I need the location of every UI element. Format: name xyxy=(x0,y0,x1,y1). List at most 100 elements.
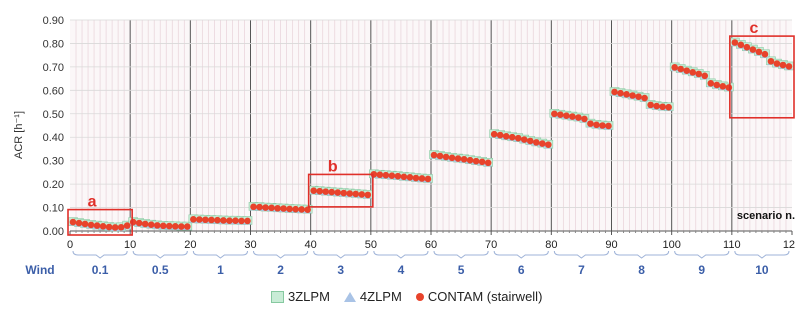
point-contam xyxy=(69,218,77,226)
point-contam xyxy=(280,205,287,212)
point-contam xyxy=(785,63,793,70)
point-contam xyxy=(250,203,257,211)
point-contam xyxy=(412,174,420,182)
point-contam xyxy=(394,172,402,180)
point-contam xyxy=(93,222,101,229)
point-contam xyxy=(713,81,721,89)
legend-label-4zlpm: 4ZLPM xyxy=(359,289,402,304)
point-contam xyxy=(147,221,155,228)
point-contam xyxy=(286,205,293,213)
point-contam xyxy=(767,57,775,65)
point-contam xyxy=(262,204,269,211)
point-contam xyxy=(623,91,630,98)
point-contam xyxy=(442,153,450,161)
x-tick-label: 10 xyxy=(124,239,136,251)
point-contam xyxy=(719,83,727,90)
annotation-box-c xyxy=(729,35,795,119)
wind-value-label: 3 xyxy=(337,263,344,277)
point-contam xyxy=(731,39,739,46)
point-contam xyxy=(448,154,456,162)
point-contam xyxy=(635,93,642,100)
point-contam xyxy=(406,174,414,181)
wind-value-label: 1 xyxy=(217,263,224,277)
point-contam xyxy=(430,151,438,159)
annotation-label-b: b xyxy=(328,158,338,175)
wind-bracket xyxy=(553,250,609,259)
point-contam xyxy=(292,205,299,213)
point-contam xyxy=(268,204,275,212)
point-contam xyxy=(159,222,167,230)
wind-label: Wind xyxy=(25,263,54,277)
legend: 3ZLPM 4ZLPM CONTAM (stairwell) xyxy=(271,289,542,304)
point-contam xyxy=(551,110,558,118)
wind-bracket xyxy=(192,250,248,259)
point-contam xyxy=(81,220,89,228)
grid-lines xyxy=(70,19,792,232)
point-contam xyxy=(629,92,636,99)
point-contam xyxy=(153,222,161,229)
point-contam xyxy=(599,122,606,129)
point-contam xyxy=(418,175,426,182)
point-contam xyxy=(605,122,612,130)
x-tick-label: 110 xyxy=(723,239,741,251)
point-contam xyxy=(611,88,618,96)
point-contam xyxy=(647,101,654,109)
point-contam xyxy=(496,131,504,139)
point-contam xyxy=(358,191,366,198)
wind-value-label: 9 xyxy=(698,263,705,277)
point-contam xyxy=(400,173,408,181)
annotation-label-c: c xyxy=(749,20,758,37)
point-contam xyxy=(220,217,227,224)
x-tick-label: 50 xyxy=(365,239,377,251)
point-contam xyxy=(569,113,576,120)
wind-bracket xyxy=(614,250,670,259)
point-contam xyxy=(725,84,733,91)
point-contam xyxy=(484,159,492,167)
point-contam xyxy=(508,133,516,141)
point-contam xyxy=(196,216,203,223)
wind-value-label: 10 xyxy=(755,263,769,277)
wind-value-label: 0.1 xyxy=(92,263,109,277)
point-contam xyxy=(659,103,666,111)
point-contam xyxy=(111,224,119,231)
point-contam xyxy=(773,60,781,67)
point-contam xyxy=(202,216,209,224)
point-contam xyxy=(382,171,390,179)
point-contam xyxy=(436,152,444,160)
point-contam xyxy=(328,188,336,196)
legend-item-3zlpm: 3ZLPM xyxy=(271,289,330,304)
point-contam xyxy=(304,206,311,213)
point-contam xyxy=(256,203,263,211)
point-contam xyxy=(689,68,697,76)
point-contam xyxy=(135,219,143,227)
point-contam xyxy=(575,114,582,121)
wind-bracket xyxy=(132,250,188,259)
wind-value-label: 7 xyxy=(578,263,585,277)
x-tick-label: 120 xyxy=(783,239,795,251)
point-contam xyxy=(737,41,745,49)
point-contam xyxy=(75,219,83,227)
point-contam xyxy=(653,102,660,110)
wind-value-label: 6 xyxy=(518,263,525,277)
point-contam xyxy=(707,80,715,87)
point-contam xyxy=(123,222,131,229)
point-contam xyxy=(310,187,317,194)
point-contam xyxy=(749,46,757,53)
point-contam xyxy=(232,217,239,224)
point-contam xyxy=(165,222,173,230)
legend-label-3zlpm: 3ZLPM xyxy=(288,289,330,304)
wind-value-label: 5 xyxy=(458,263,465,277)
point-contam xyxy=(346,190,354,197)
axes: 0.00 0.10 0.20 0.30 0.40 0.50 0.60 0.70 0.80 0.90… xyxy=(43,15,795,251)
x-tick-label: 60 xyxy=(425,239,437,251)
legend-label-contam: CONTAM (stairwell) xyxy=(427,289,543,304)
point-contam xyxy=(99,223,107,230)
wind-value-label: 2 xyxy=(277,263,284,277)
x-tick-label: 0 xyxy=(67,239,73,251)
point-contam xyxy=(171,223,179,230)
annotation-box-b xyxy=(307,173,374,208)
point-contam xyxy=(87,221,95,229)
y-axis-label: ACR [h⁻¹] xyxy=(13,111,25,159)
point-contam xyxy=(388,172,396,179)
